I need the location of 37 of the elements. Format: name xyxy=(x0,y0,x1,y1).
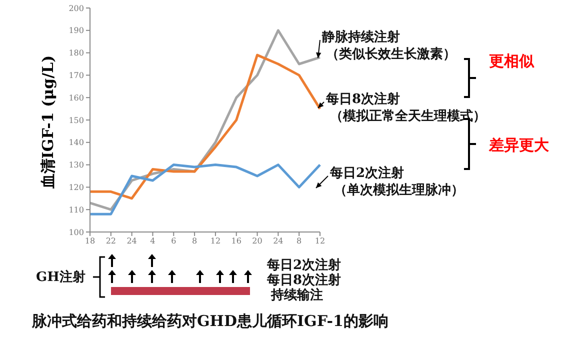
x-tick-label: 20 xyxy=(252,236,262,246)
y-tick-label: 120 xyxy=(68,183,84,192)
y-tick-label: 140 xyxy=(68,138,84,148)
series-label: 每日8次注射 xyxy=(326,90,400,108)
y-axis-title: 血清IGF-1 (μg/L) xyxy=(38,54,58,191)
y-tick-label: 130 xyxy=(68,160,84,170)
x-tick-label: 12 xyxy=(314,236,326,246)
y-tick-label: 170 xyxy=(68,71,84,80)
text: 更相似 xyxy=(489,52,534,71)
text: GH注射 xyxy=(36,268,86,286)
x-tick-label: 4 xyxy=(150,236,156,246)
x-tick-label: 22 xyxy=(106,236,116,246)
text: （单次模拟生理脉冲） xyxy=(334,182,464,199)
text: 脉冲式给药和持续给药对GHD患儿循环IGF-1的影响 xyxy=(32,312,388,331)
y-tick-label: 150 xyxy=(68,116,84,125)
x-tick-label: 6 xyxy=(171,236,176,246)
line-series xyxy=(88,164,322,216)
x-tick-label: 8 xyxy=(192,236,198,246)
x-tick-label: 24 xyxy=(273,236,284,246)
y-tick-label: 110 xyxy=(68,205,84,214)
text: 持续输注 xyxy=(271,286,323,304)
x-tick-label: 8 xyxy=(296,236,302,246)
text: 差异更大 xyxy=(489,136,549,155)
y-tick-label: 180 xyxy=(68,48,84,58)
y-tick-label: 200 xyxy=(68,4,84,13)
series-label: 每日2次注射 xyxy=(330,164,404,182)
text: 每日8次注射 xyxy=(267,272,342,288)
y-tick-label: 100 xyxy=(68,228,84,237)
x-tick-label: 16 xyxy=(231,236,242,246)
x-tick-label: 24 xyxy=(126,236,137,246)
y-tick-label: 190 xyxy=(68,26,84,36)
x-tick-label: 12 xyxy=(210,236,221,246)
text: （类似长效生长激素） xyxy=(326,46,456,63)
series-label: 静脉持续注射 xyxy=(322,28,400,46)
y-tick-label: 160 xyxy=(68,93,84,102)
x-tick-label: 18 xyxy=(84,236,96,246)
text: 每日2次注射 xyxy=(267,256,342,273)
